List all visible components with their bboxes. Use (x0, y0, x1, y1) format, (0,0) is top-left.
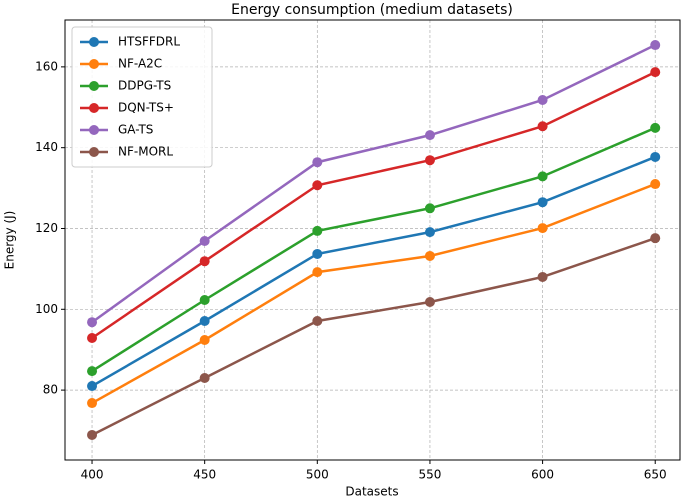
data-point (312, 180, 323, 191)
data-point (537, 95, 548, 105)
x-tick-label: 650 (644, 468, 667, 482)
data-point (87, 366, 98, 377)
data-point (312, 225, 323, 236)
data-point (312, 316, 323, 327)
data-point (87, 381, 98, 392)
data-point (537, 171, 548, 182)
legend-label: HTSFFDRL (118, 35, 180, 49)
legend-label: DQN-TS+ (118, 101, 174, 115)
data-point (87, 332, 98, 343)
data-point (87, 429, 98, 440)
data-point (199, 295, 210, 305)
data-point (312, 267, 323, 278)
data-point (87, 398, 98, 409)
legend-label: NF-A2C (118, 57, 162, 71)
series-line (91, 70, 656, 340)
data-point (199, 335, 210, 345)
data-point (537, 223, 548, 234)
data-point (537, 121, 548, 132)
data-point (650, 179, 661, 190)
data-point (424, 297, 435, 308)
data-point (199, 236, 210, 247)
legend-label: DDPG-TS (118, 79, 171, 93)
data-point (650, 122, 661, 133)
y-tick-label: 140 (35, 140, 58, 154)
series-line (91, 155, 656, 388)
data-point (537, 197, 548, 208)
data-point (199, 256, 210, 267)
x-tick-label: 550 (418, 468, 441, 482)
legend-label: NF-MORL (118, 145, 173, 159)
data-point (312, 248, 323, 259)
legend-marker (89, 125, 99, 135)
x-tick-label: 500 (306, 468, 329, 482)
y-axis-label: Energy (J) (3, 211, 17, 270)
data-point (424, 227, 435, 238)
series-line (91, 43, 656, 324)
legend-marker (89, 81, 99, 91)
y-tick-label: 80 (43, 383, 58, 397)
data-point (650, 233, 661, 244)
legend-label: GA-TS (118, 123, 153, 137)
x-axis-label: Datasets (345, 485, 398, 499)
data-point (650, 40, 661, 51)
series-line (91, 182, 656, 405)
plot-frame (64, 19, 681, 461)
data-point (199, 372, 210, 383)
data-point (312, 157, 323, 168)
legend-marker (89, 59, 99, 69)
legend-marker (89, 147, 99, 157)
legend-marker (89, 103, 99, 113)
series-line (91, 237, 656, 437)
data-point (537, 271, 548, 282)
y-tick-label: 120 (35, 221, 58, 235)
data-point (650, 151, 661, 162)
legend-box (71, 26, 213, 168)
data-point (650, 67, 661, 78)
y-tick-label: 100 (35, 302, 58, 316)
y-tick-label: 160 (35, 59, 58, 73)
x-tick-label: 450 (193, 468, 216, 482)
chart-title: Energy consumption (medium datasets) (231, 2, 513, 18)
series-line (91, 126, 656, 373)
data-point (424, 250, 435, 261)
data-point (424, 203, 435, 214)
data-point (199, 316, 210, 327)
x-tick-label: 600 (531, 468, 554, 482)
data-point (424, 130, 435, 141)
data-point (424, 155, 435, 166)
legend-marker (89, 37, 99, 47)
x-tick-label: 400 (81, 468, 104, 482)
data-point (87, 317, 98, 328)
